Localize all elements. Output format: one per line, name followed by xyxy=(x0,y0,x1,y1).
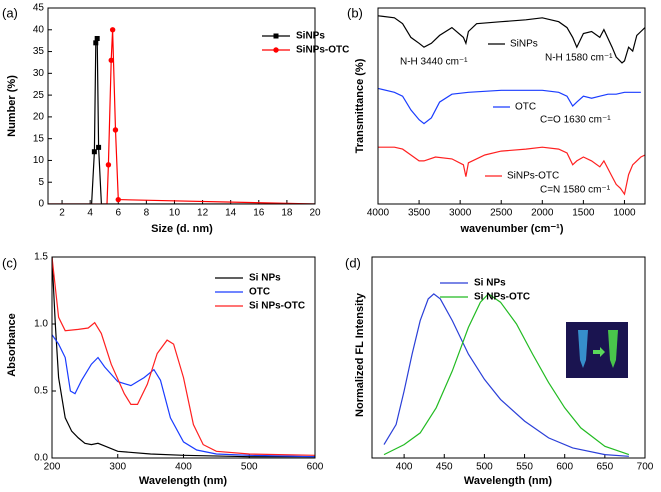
x-tick-label: 14 xyxy=(225,208,237,219)
x-axis-title: Wavelength (nm) xyxy=(139,475,228,487)
marker xyxy=(96,144,102,150)
legend-label: SiNPs-OTC xyxy=(507,171,559,182)
plot-frame xyxy=(371,256,646,459)
x-tick-label: 700 xyxy=(637,462,654,473)
x-tick-label: 500 xyxy=(476,462,493,473)
x-tick-label: 8 xyxy=(144,208,150,219)
x-tick-label: 200 xyxy=(44,462,61,473)
legend-label: OTC xyxy=(515,102,536,113)
y-tick-label: 0.0 xyxy=(34,453,48,464)
x-tick-label: 3500 xyxy=(408,208,431,219)
x-tick-label: 400 xyxy=(175,462,192,473)
series-line xyxy=(48,38,315,204)
y-tick-label: 5 xyxy=(38,177,44,188)
x-tick-label: 2000 xyxy=(531,208,554,219)
x-axis-title: Size (d. nm) xyxy=(151,223,213,235)
x-tick-label: 12 xyxy=(197,208,209,219)
y-axis-title: Normalized FL Intensity xyxy=(354,292,366,417)
marker xyxy=(112,127,119,133)
marker xyxy=(94,35,100,41)
y-axis-title: Absorbance xyxy=(6,313,18,377)
legend-label: OTC xyxy=(249,287,270,298)
y-tick-label: 0 xyxy=(38,199,44,210)
x-axis-title: wavenumber (cm⁻¹) xyxy=(460,223,564,235)
marker xyxy=(109,27,116,33)
x-tick-label: 4 xyxy=(87,208,93,219)
x-tick-label: 550 xyxy=(516,462,533,473)
y-tick-label: 1.0 xyxy=(34,319,48,330)
x-tick-label: 400 xyxy=(396,462,413,473)
series-line xyxy=(383,293,630,456)
x-tick-label: 3000 xyxy=(449,208,472,219)
legend-label: SiNPs xyxy=(296,31,325,42)
x-tick-label: 600 xyxy=(556,462,573,473)
y-tick-label: 40 xyxy=(33,24,45,35)
series-line xyxy=(378,146,645,196)
panel-label: (a) xyxy=(2,5,18,20)
series-line xyxy=(52,257,315,458)
y-tick-label: 25 xyxy=(33,90,45,101)
y-tick-label: 15 xyxy=(33,133,45,144)
y-tick-label: 20 xyxy=(33,112,45,123)
y-axis-title: Number (%) xyxy=(6,75,18,137)
x-tick-label: 650 xyxy=(597,462,614,473)
x-tick-label: 1500 xyxy=(572,208,595,219)
y-axis-title: Transmittance (%) xyxy=(354,58,366,153)
series-line xyxy=(52,257,315,456)
y-tick-label: 10 xyxy=(33,155,45,166)
x-tick-label: 20 xyxy=(309,208,321,219)
y-tick-label: 30 xyxy=(33,68,45,79)
marker xyxy=(91,149,97,155)
marker xyxy=(93,40,99,46)
y-tick-label: 35 xyxy=(33,46,45,57)
x-tick-label: 16 xyxy=(253,208,265,219)
legend-label: Si NPs xyxy=(474,278,506,289)
marker xyxy=(115,196,121,203)
legend-marker xyxy=(273,47,279,53)
plot-frame xyxy=(377,7,646,205)
y-tick-label: 0.5 xyxy=(34,386,48,397)
marker xyxy=(108,57,114,63)
series-line xyxy=(48,29,315,204)
x-axis-title: Wavelength (nm) xyxy=(464,475,553,487)
panel-label: (c) xyxy=(2,255,17,270)
legend-label: Si NPs-OTC xyxy=(474,292,530,303)
legend-label: Si NPs-OTC xyxy=(249,301,305,312)
legend-label: Si NPs xyxy=(249,273,281,284)
x-tick-label: 10 xyxy=(169,208,181,219)
legend-label: SiNPs-OTC xyxy=(296,45,349,56)
panel-label: (d) xyxy=(345,255,361,270)
series-line xyxy=(378,15,645,64)
y-tick-label: 45 xyxy=(33,3,45,14)
legend-marker xyxy=(273,33,279,39)
x-tick-label: 450 xyxy=(436,462,453,473)
legend-label: SiNPs xyxy=(510,39,538,50)
x-tick-label: 500 xyxy=(241,462,258,473)
x-tick-label: 2500 xyxy=(490,208,513,219)
y-tick-label: 1.5 xyxy=(34,252,48,263)
x-tick-label: 1000 xyxy=(613,208,636,219)
x-tick-label: 4000 xyxy=(367,208,390,219)
x-tick-label: 2 xyxy=(59,208,65,219)
x-tick-label: 300 xyxy=(109,462,126,473)
inset-photo xyxy=(566,322,628,378)
x-tick-label: 6 xyxy=(115,208,121,219)
annotation: C=O 1630 cm⁻¹ xyxy=(540,115,611,126)
series-line xyxy=(383,293,629,457)
annotation: C=N 1580 cm⁻¹ xyxy=(540,185,611,196)
marker xyxy=(105,162,112,168)
series-line xyxy=(52,334,315,458)
panel-label: (b) xyxy=(347,5,363,20)
plot-frame xyxy=(51,256,316,459)
annotation: N-H 3440 cm⁻¹ xyxy=(400,57,468,68)
x-tick-label: 600 xyxy=(307,462,324,473)
plot-frame xyxy=(47,7,316,205)
annotation: N-H 1580 cm⁻¹ xyxy=(545,53,613,64)
series-line xyxy=(378,87,641,125)
x-tick-label: 18 xyxy=(281,208,293,219)
